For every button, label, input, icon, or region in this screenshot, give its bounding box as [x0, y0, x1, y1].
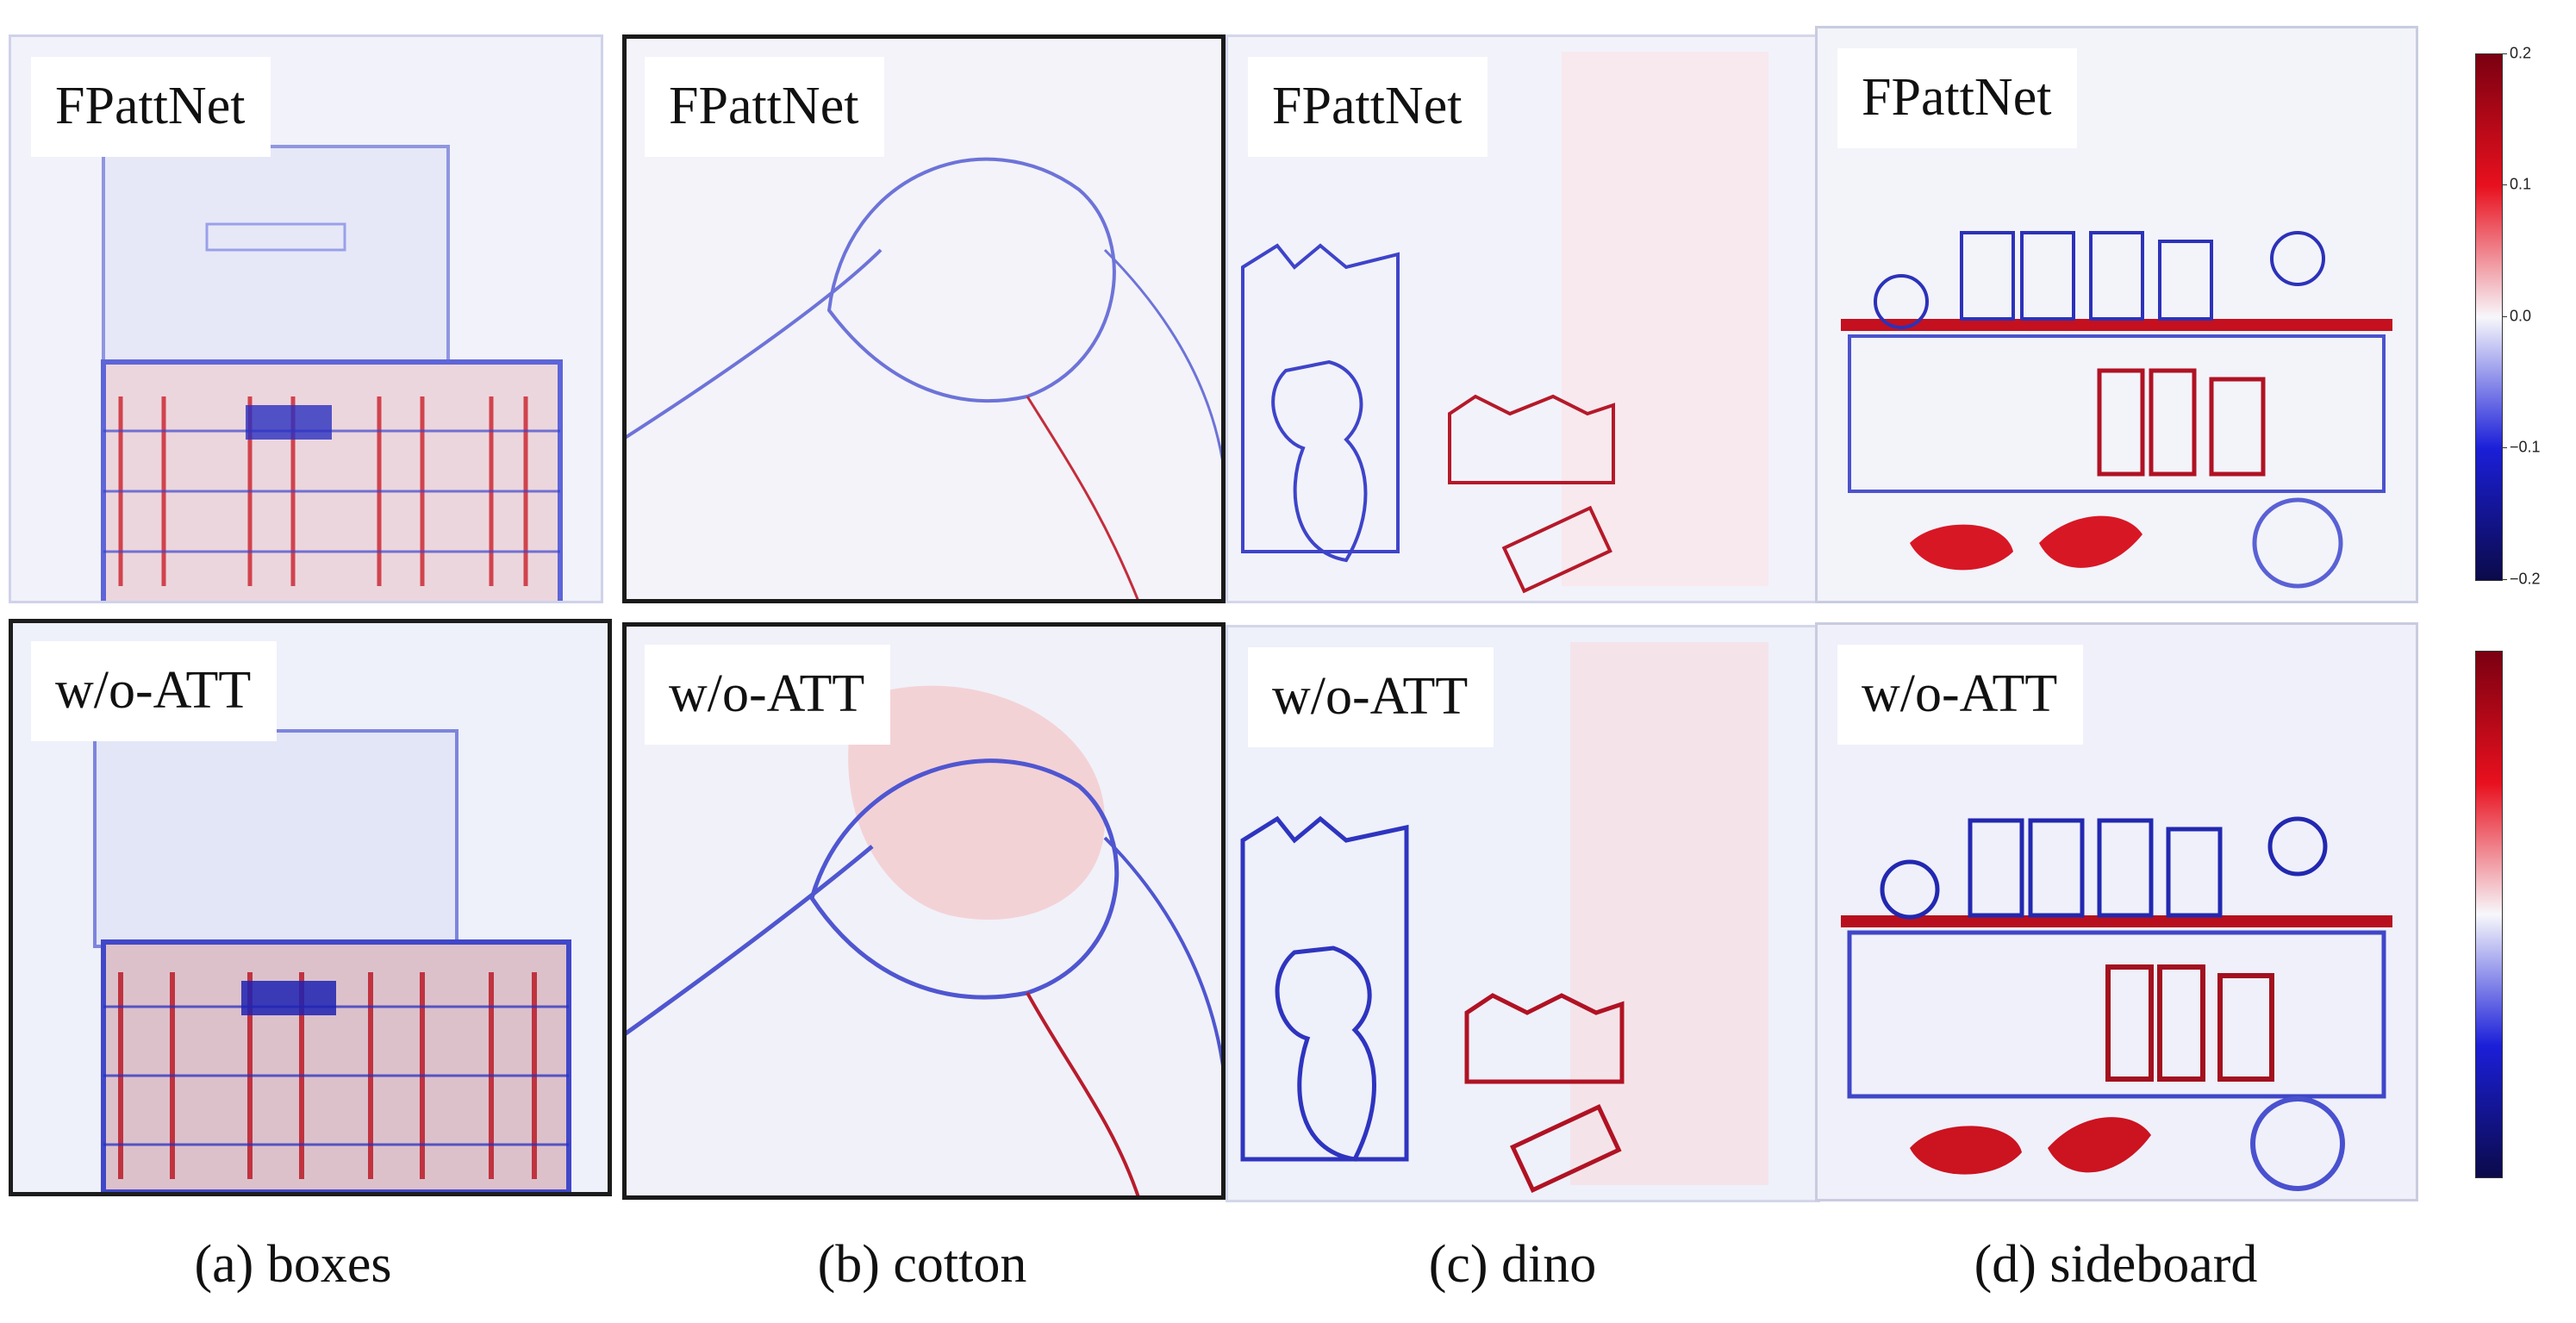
panel-cotton-woatt: w/o-ATT — [622, 622, 1226, 1200]
error-map-sideboard-fpattnet — [1815, 26, 2418, 603]
row-label-woatt: w/o-ATT — [1248, 647, 1494, 747]
colorbar-tickmark — [2502, 184, 2507, 185]
panel-dino-fpattnet: FPattNet — [1226, 34, 1820, 603]
row-label-fpattnet: FPattNet — [1837, 48, 2078, 148]
caption-sideboard: (d) sideboard — [1974, 1235, 2258, 1294]
colorbar-tickmark — [2502, 447, 2507, 448]
caption-dino: (c) dino — [1428, 1235, 1597, 1294]
row-label-fpattnet: FPattNet — [645, 57, 885, 157]
row-label-woatt: w/o-ATT — [645, 645, 891, 745]
colorbar-tick-label: 0.2 — [2510, 44, 2532, 62]
row-label-fpattnet: FPattNet — [31, 57, 271, 157]
row-label-fpattnet: FPattNet — [1248, 57, 1488, 157]
colorbar-bottom — [2475, 651, 2503, 1178]
row-label-woatt: w/o-ATT — [31, 641, 278, 741]
colorbar-tick-label: −0.1 — [2510, 438, 2541, 456]
panel-dino-woatt: w/o-ATT — [1226, 625, 1820, 1202]
colorbar-tick-label: −0.2 — [2510, 570, 2541, 588]
colorbar-tickmark — [2502, 579, 2507, 580]
colorbar-tick-label: 0.0 — [2510, 307, 2532, 325]
row-label-woatt: w/o-ATT — [1837, 645, 2084, 745]
colorbar-tick-label: 0.1 — [2510, 175, 2532, 193]
error-map-sideboard-woatt — [1815, 622, 2418, 1201]
error-map-cotton-woatt — [622, 622, 1226, 1200]
caption-cotton: (b) cotton — [817, 1235, 1027, 1294]
panel-sideboard-woatt: w/o-ATT — [1815, 622, 2418, 1201]
panel-cotton-fpattnet: FPattNet — [622, 34, 1226, 603]
colorbar-tickmark — [2502, 316, 2507, 317]
colorbar-top — [2475, 53, 2503, 581]
colorbar-tickmark — [2502, 53, 2507, 54]
panel-sideboard-fpattnet: FPattNet — [1815, 26, 2418, 603]
error-map-boxes-fpattnet — [9, 34, 603, 603]
panel-boxes-fpattnet: FPattNet — [9, 34, 603, 603]
caption-boxes: (a) boxes — [194, 1235, 392, 1294]
panel-boxes-woatt: w/o-ATT — [9, 619, 612, 1196]
